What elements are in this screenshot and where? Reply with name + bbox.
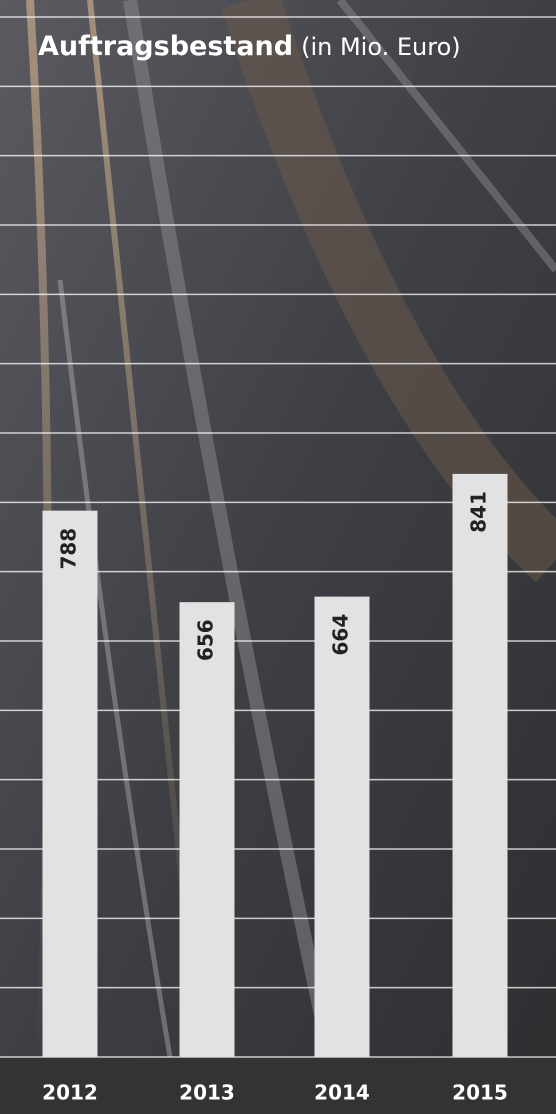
x-tick-label: 2012 [42,1081,98,1105]
bar [180,602,235,1057]
value-label: 788 [57,528,81,570]
title: Auftragsbestand [38,31,293,62]
page: {"chart_data": {"type": "bar", "title": … [0,0,556,1114]
x-tick-label: 2014 [314,1081,370,1105]
x-tick-label: 2015 [452,1081,508,1105]
bar [453,474,508,1057]
chart-title: Auftragsbestand (in Mio. Euro) [38,31,461,62]
x-tick-label: 2013 [179,1081,235,1105]
value-label: 656 [194,619,218,661]
value-label: 841 [467,491,491,533]
value-label: 664 [329,614,353,656]
bar [43,511,98,1057]
chart: Auftragsbestand (in Mio. Euro) 788 2012 656… [0,0,556,1114]
bar [315,597,370,1057]
subtitle: (in Mio. Euro) [301,33,461,61]
